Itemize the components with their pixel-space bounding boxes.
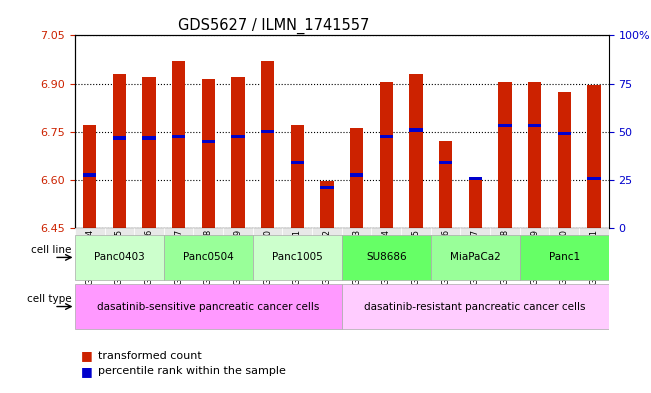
Bar [164, 228, 193, 279]
Bar [231, 77, 245, 228]
Bar [409, 74, 422, 228]
Bar [557, 92, 571, 228]
Bar [261, 130, 274, 133]
Bar [83, 125, 96, 228]
Bar [261, 61, 274, 228]
Bar [401, 228, 431, 279]
Bar [83, 173, 96, 176]
Bar [431, 228, 460, 279]
Text: GSM1435684: GSM1435684 [85, 229, 94, 285]
Bar [105, 228, 134, 279]
Bar [469, 180, 482, 228]
Bar [172, 61, 186, 228]
Bar [409, 129, 422, 132]
Text: GSM1435691: GSM1435691 [293, 229, 302, 285]
Bar [75, 284, 342, 329]
Bar [350, 129, 363, 228]
Bar [75, 235, 164, 280]
Bar [202, 79, 215, 228]
Bar [290, 125, 304, 228]
Bar [193, 228, 223, 279]
Text: GSM1435692: GSM1435692 [322, 229, 331, 285]
Text: transformed count: transformed count [98, 351, 201, 361]
Bar [528, 124, 541, 127]
Bar [253, 235, 342, 280]
Text: MiaPaCa2: MiaPaCa2 [450, 252, 501, 263]
Bar [380, 135, 393, 138]
Text: ■: ■ [81, 349, 93, 362]
Bar [143, 136, 156, 140]
Text: GSM1435686: GSM1435686 [145, 229, 154, 285]
Bar [431, 235, 519, 280]
Bar [320, 186, 333, 189]
Text: GSM1435689: GSM1435689 [234, 229, 242, 285]
Bar [134, 228, 164, 279]
Bar [172, 135, 186, 138]
Bar [350, 173, 363, 176]
Bar [283, 228, 312, 279]
Text: GSM1435685: GSM1435685 [115, 229, 124, 285]
Text: GSM1435687: GSM1435687 [174, 229, 183, 285]
Text: GSM1435700: GSM1435700 [560, 229, 569, 285]
Bar [164, 235, 253, 280]
Text: dasatinib-resistant pancreatic cancer cells: dasatinib-resistant pancreatic cancer ce… [365, 301, 586, 312]
Text: Panc1005: Panc1005 [272, 252, 323, 263]
Text: SU8686: SU8686 [366, 252, 407, 263]
Bar [290, 161, 304, 164]
Bar [202, 140, 215, 143]
Text: GSM1435697: GSM1435697 [471, 229, 480, 285]
Text: GSM1435701: GSM1435701 [589, 229, 598, 285]
Bar [342, 235, 431, 280]
Text: dasatinib-sensitive pancreatic cancer cells: dasatinib-sensitive pancreatic cancer ce… [97, 301, 320, 312]
Bar [469, 177, 482, 180]
Bar [439, 141, 452, 228]
Bar [113, 74, 126, 228]
Text: GSM1435694: GSM1435694 [381, 229, 391, 285]
Text: ■: ■ [81, 365, 93, 378]
Text: GSM1435699: GSM1435699 [530, 229, 539, 285]
Text: GSM1435696: GSM1435696 [441, 229, 450, 285]
Bar [549, 228, 579, 279]
Bar [312, 228, 342, 279]
Bar [231, 135, 245, 138]
Bar [557, 132, 571, 135]
Text: GSM1435695: GSM1435695 [411, 229, 421, 285]
Bar [372, 228, 401, 279]
Bar [519, 228, 549, 279]
Bar [439, 161, 452, 164]
Bar [498, 124, 512, 127]
Text: GSM1435698: GSM1435698 [501, 229, 509, 285]
Text: GDS5627 / ILMN_1741557: GDS5627 / ILMN_1741557 [178, 18, 369, 34]
Bar [519, 235, 609, 280]
Bar [528, 82, 541, 228]
Text: GSM1435688: GSM1435688 [204, 229, 213, 285]
Text: GSM1435690: GSM1435690 [263, 229, 272, 285]
Text: GSM1435693: GSM1435693 [352, 229, 361, 285]
Bar [460, 228, 490, 279]
Bar [320, 182, 333, 228]
Text: cell line: cell line [31, 244, 72, 255]
Bar [579, 228, 609, 279]
Bar [223, 228, 253, 279]
Text: Panc0403: Panc0403 [94, 252, 145, 263]
Bar [587, 176, 600, 180]
Bar [342, 228, 372, 279]
Bar [143, 77, 156, 228]
Text: cell type: cell type [27, 294, 72, 304]
Bar [75, 228, 105, 279]
Text: Panc0504: Panc0504 [183, 252, 234, 263]
Bar [498, 82, 512, 228]
Text: percentile rank within the sample: percentile rank within the sample [98, 366, 286, 376]
Text: Panc1: Panc1 [549, 252, 580, 263]
Bar [490, 228, 519, 279]
Bar [587, 85, 600, 228]
Bar [113, 136, 126, 140]
Bar [253, 228, 283, 279]
Bar [342, 284, 609, 329]
Bar [380, 82, 393, 228]
